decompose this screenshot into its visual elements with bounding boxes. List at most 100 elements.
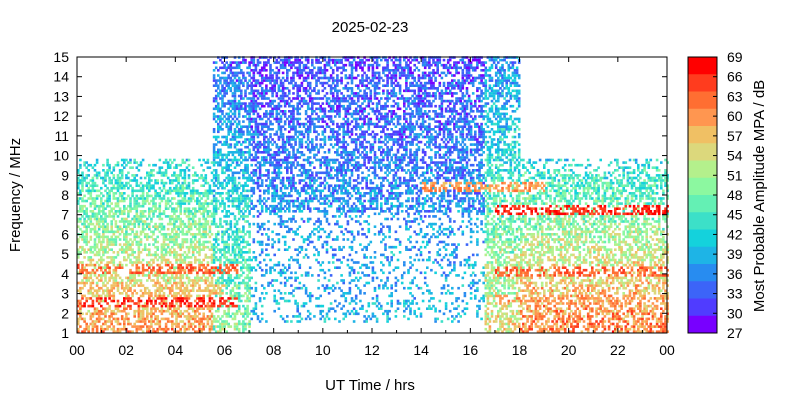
heatmap-cell	[160, 297, 164, 300]
heatmap-cell	[116, 317, 120, 321]
heatmap-cell	[135, 263, 139, 267]
heatmap-cell	[271, 110, 274, 113]
heatmap-cell	[240, 135, 243, 139]
heatmap-cell	[223, 261, 226, 264]
heatmap-cell	[208, 274, 212, 277]
heatmap-cell	[258, 140, 262, 144]
heatmap-cell	[97, 289, 101, 292]
heatmap-cell	[248, 138, 251, 141]
heatmap-cell	[208, 215, 212, 218]
heatmap-cell	[102, 266, 105, 269]
heatmap-cell	[221, 199, 224, 203]
heatmap-cell	[315, 153, 318, 157]
heatmap-cell	[127, 322, 130, 326]
heatmap-cell	[198, 238, 201, 241]
heatmap-cell	[133, 199, 136, 203]
heatmap-cell	[133, 158, 136, 162]
heatmap-cell	[93, 189, 97, 193]
heatmap-cell	[162, 238, 166, 241]
heatmap-cell	[219, 289, 222, 292]
heatmap-cell	[237, 202, 241, 205]
heatmap-cell	[269, 204, 272, 208]
heatmap-cell	[263, 148, 266, 152]
heatmap-cell	[250, 186, 253, 190]
heatmap-cell	[148, 263, 151, 267]
heatmap-cell	[279, 220, 283, 223]
heatmap-cell	[118, 281, 122, 285]
heatmap-cell	[281, 92, 285, 95]
heatmap-cell	[311, 186, 314, 190]
heatmap-cell	[79, 235, 82, 239]
heatmap-cell	[267, 79, 270, 82]
heatmap-cell	[202, 325, 205, 328]
heatmap-cell	[100, 192, 103, 195]
heatmap-cell	[256, 81, 260, 85]
heatmap-cell	[217, 281, 220, 285]
heatmap-cell	[248, 210, 251, 213]
heatmap-cell	[116, 202, 120, 205]
heatmap-cell	[89, 197, 93, 200]
heatmap-cell	[317, 238, 320, 241]
heatmap-cell	[116, 320, 120, 323]
heatmap-cell	[227, 276, 230, 280]
heatmap-cell	[106, 243, 109, 246]
heatmap-cell	[175, 276, 178, 280]
heatmap-cell	[229, 89, 233, 93]
heatmap-cell	[143, 320, 147, 323]
heatmap-cell	[162, 225, 166, 228]
heatmap-cell	[292, 61, 295, 64]
heatmap-cell	[258, 84, 262, 87]
heatmap-cell	[267, 284, 270, 287]
heatmap-cell	[158, 286, 162, 290]
heatmap-cell	[288, 207, 291, 210]
heatmap-cell	[116, 274, 120, 277]
heatmap-cell	[194, 222, 197, 226]
heatmap-cell	[252, 69, 256, 72]
heatmap-cell	[275, 161, 279, 164]
heatmap-cell	[212, 245, 216, 249]
heatmap-cell	[127, 210, 130, 213]
heatmap-cell	[114, 225, 118, 228]
heatmap-cell	[202, 227, 205, 231]
heatmap-cell	[177, 217, 180, 221]
heatmap-cell	[221, 184, 224, 187]
heatmap-cell	[217, 104, 220, 108]
heatmap-cell	[123, 320, 126, 323]
heatmap-cell	[265, 207, 268, 210]
heatmap-cell	[323, 163, 327, 167]
heatmap-cell	[240, 79, 243, 82]
heatmap-cell	[89, 189, 93, 193]
heatmap-cell	[292, 176, 295, 180]
heatmap-cell	[275, 194, 279, 198]
heatmap-cell	[112, 230, 116, 234]
heatmap-cell	[321, 161, 325, 164]
heatmap-cell	[286, 158, 289, 162]
heatmap-cell	[183, 181, 187, 185]
heatmap-cell	[183, 194, 187, 198]
heatmap-cell	[300, 304, 304, 308]
heatmap-cell	[219, 110, 222, 113]
heatmap-cell	[237, 235, 241, 239]
heatmap-cell	[137, 279, 141, 282]
heatmap-cell	[233, 74, 237, 77]
heatmap-cell	[242, 240, 245, 244]
heatmap-cell	[120, 184, 124, 187]
heatmap-cell	[296, 148, 299, 152]
heatmap-cell	[265, 63, 268, 67]
heatmap-cell	[260, 89, 264, 93]
heatmap-cell	[250, 266, 253, 269]
heatmap-cell	[150, 171, 153, 175]
heatmap-cell	[156, 327, 159, 331]
heatmap-cell	[129, 289, 132, 292]
heatmap-cell	[189, 304, 193, 308]
heatmap-cell	[258, 61, 262, 64]
heatmap-cell	[191, 217, 195, 221]
heatmap-cell	[164, 248, 168, 251]
heatmap-cell	[181, 268, 185, 272]
heatmap-cell	[148, 274, 151, 277]
heatmap-cell	[164, 325, 168, 328]
heatmap-cell	[260, 122, 264, 126]
heatmap-cell	[123, 192, 126, 195]
heatmap-cell	[252, 181, 256, 185]
heatmap-cell	[104, 289, 107, 292]
